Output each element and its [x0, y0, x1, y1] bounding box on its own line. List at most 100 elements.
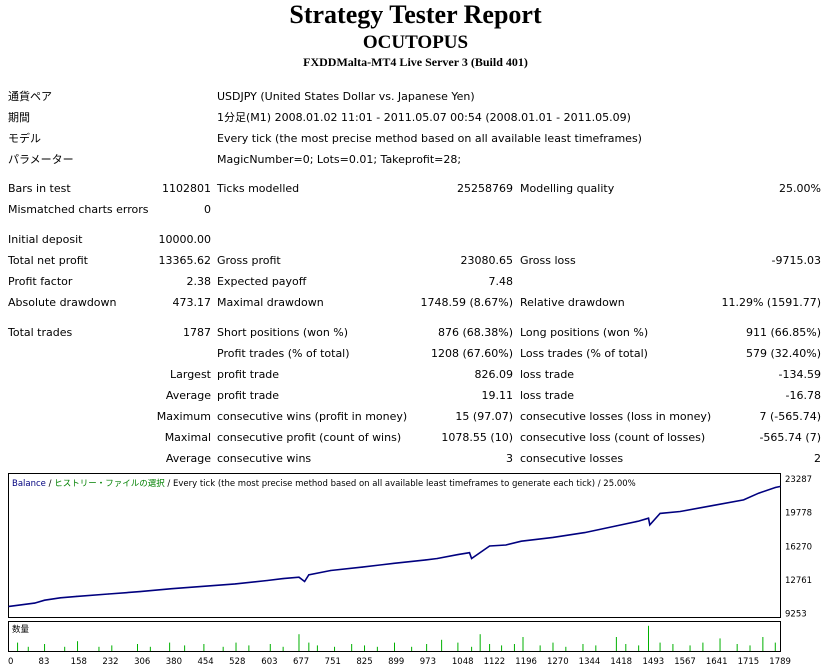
balance-point	[520, 540, 522, 542]
x-tick-label: 1493	[643, 657, 665, 667]
maximal-profit-label: consecutive profit (count of wins)	[217, 431, 402, 444]
stats-row-maximal: Maximal consecutive profit (count of win…	[0, 428, 831, 448]
x-tick-label: 1048	[452, 657, 474, 667]
x-axis: 0 83 158 232 306 380 454 528 603 677 751 825 899 973 1…	[8, 657, 791, 667]
quality-label: Modelling quality	[520, 182, 615, 195]
ptrades-label: Profit trades (% of total)	[217, 347, 350, 360]
avg2-label: Average	[165, 452, 211, 465]
balance-plot-frame	[8, 473, 781, 618]
balance-point	[59, 597, 62, 599]
stats-row-deposit: Initial deposit 10000.00	[0, 230, 831, 250]
stats-row-largest: Largest profit trade 826.09 loss trade -…	[0, 365, 831, 385]
balance-chart: Balance / ヒストリー・ファイルの選択 / Every tick (th…	[8, 473, 812, 667]
balance-point	[615, 525, 617, 527]
grossprofit-value: 23080.65	[460, 254, 514, 267]
x-tick-label: 751	[325, 657, 341, 667]
balance-point	[202, 585, 205, 587]
info-row-model: モデル Every tick (the most precise method …	[0, 129, 831, 149]
info-row-period: 期間 1分足(M1) 2008.01.02 11:01 - 2011.05.07…	[0, 108, 831, 128]
balance-point	[584, 531, 586, 534]
deposit-label: Initial deposit	[8, 233, 83, 246]
avg-losses-label: consecutive losses	[520, 452, 624, 465]
bars-label: Bars in test	[8, 182, 71, 195]
balance-point	[679, 510, 681, 513]
absdd-value: 473.17	[172, 296, 212, 309]
legend-history: ヒストリー・ファイルの選択	[54, 478, 165, 489]
ptrades-value: 1208 (67.60%)	[430, 347, 513, 360]
legend-separator: /	[595, 479, 603, 489]
balance-point	[8, 605, 10, 608]
legend-separator: /	[165, 479, 173, 489]
grossloss-value: -9715.03	[771, 254, 821, 267]
average-loss-label: loss trade	[520, 389, 575, 402]
netprofit-label: Total net profit	[8, 254, 88, 267]
long-label: Long positions (won %)	[520, 326, 649, 339]
balance-point	[139, 590, 141, 593]
pf-label: Profit factor	[8, 275, 73, 288]
maxdd-label: Maximal drawdown	[217, 296, 324, 309]
largest-label: Largest	[170, 368, 211, 381]
x-tick-label: 677	[293, 657, 309, 667]
legend-balance: Balance	[12, 479, 46, 489]
balance-point	[107, 593, 109, 595]
avg-wins-label: consecutive wins	[217, 452, 312, 465]
max-losses-label: consecutive losses (loss in money)	[520, 410, 712, 423]
x-tick-label: 232	[102, 657, 118, 667]
volume-label: 数量	[12, 624, 30, 635]
payoff-value: 7.48	[488, 275, 514, 288]
info-label: モデル	[8, 132, 41, 145]
balance-point	[393, 562, 395, 564]
info-value: Every tick (the most precise method base…	[217, 132, 642, 145]
stats-row-profit: Total net profit 13365.62 Gross profit 2…	[0, 251, 831, 271]
netprofit-value: 13365.62	[158, 254, 212, 267]
maximal-loss-value: -565.74 (7)	[759, 431, 821, 444]
average-loss-value: -16.78	[785, 389, 821, 402]
x-tick-label: 973	[420, 657, 436, 667]
stats-row-drawdown: Absolute drawdown 473.17 Maximal drawdow…	[0, 293, 831, 313]
max-losses-value: 7 (-565.74)	[759, 410, 821, 423]
largest-profit-label: profit trade	[217, 368, 280, 381]
report-title: Strategy Tester Report	[289, 0, 542, 29]
avg-wins-value: 3	[506, 452, 513, 465]
reldd-value: 11.29% (1591.77)	[721, 296, 821, 309]
stats-row-avg-consecutive: Average consecutive wins 3 consecutive l…	[0, 449, 831, 469]
y-tick-label: 23287	[785, 475, 812, 485]
balance-point	[298, 576, 300, 578]
balance-point	[774, 486, 776, 489]
x-tick-label: 1641	[706, 657, 728, 667]
absdd-label: Absolute drawdown	[8, 296, 117, 309]
balance-point	[330, 569, 332, 572]
balance-point	[171, 588, 173, 590]
grossprofit-label: Gross profit	[217, 254, 281, 267]
short-value: 876 (68.38%)	[437, 326, 513, 339]
balance-point	[266, 579, 268, 582]
x-tick-label: 1567	[674, 657, 696, 667]
balance-point	[552, 536, 554, 538]
legend-model: Every tick (the most precise method base…	[173, 479, 595, 489]
balance-point	[457, 554, 459, 556]
balance-series	[8, 485, 781, 608]
y-axis: 9253 12761 16270 19778 23287	[785, 475, 812, 620]
stats-row-mismatch: Mismatched charts errors 0	[0, 200, 831, 220]
balance-point	[649, 524, 651, 526]
avg-losses-value: 2	[814, 452, 821, 465]
balance-point	[488, 545, 491, 547]
mismatch-value: 0	[204, 203, 211, 216]
balance-point	[282, 578, 284, 580]
grossloss-label: Gross loss	[520, 254, 576, 267]
x-tick-label: 825	[356, 657, 372, 667]
info-value: 1分足(M1) 2008.01.02 11:01 - 2011.05.07 00…	[217, 111, 631, 124]
balance-point	[468, 552, 471, 554]
pf-value: 2.38	[186, 275, 212, 288]
max-wins-value: 15 (97.07)	[455, 410, 513, 423]
ticks-label: Ticks modelled	[217, 182, 300, 195]
mismatch-label: Mismatched charts errors	[8, 203, 149, 216]
trades-label: Total trades	[8, 326, 73, 339]
balance-point	[742, 499, 745, 501]
balance-point	[308, 574, 310, 576]
x-tick-label: 1122	[484, 657, 506, 667]
stats-row-factor: Profit factor 2.38 Expected payoff 7.48	[0, 272, 831, 292]
bars-value: 1102801	[162, 182, 211, 195]
ltrades-value: 579 (32.40%)	[745, 347, 821, 360]
payoff-label: Expected payoff	[217, 275, 307, 288]
